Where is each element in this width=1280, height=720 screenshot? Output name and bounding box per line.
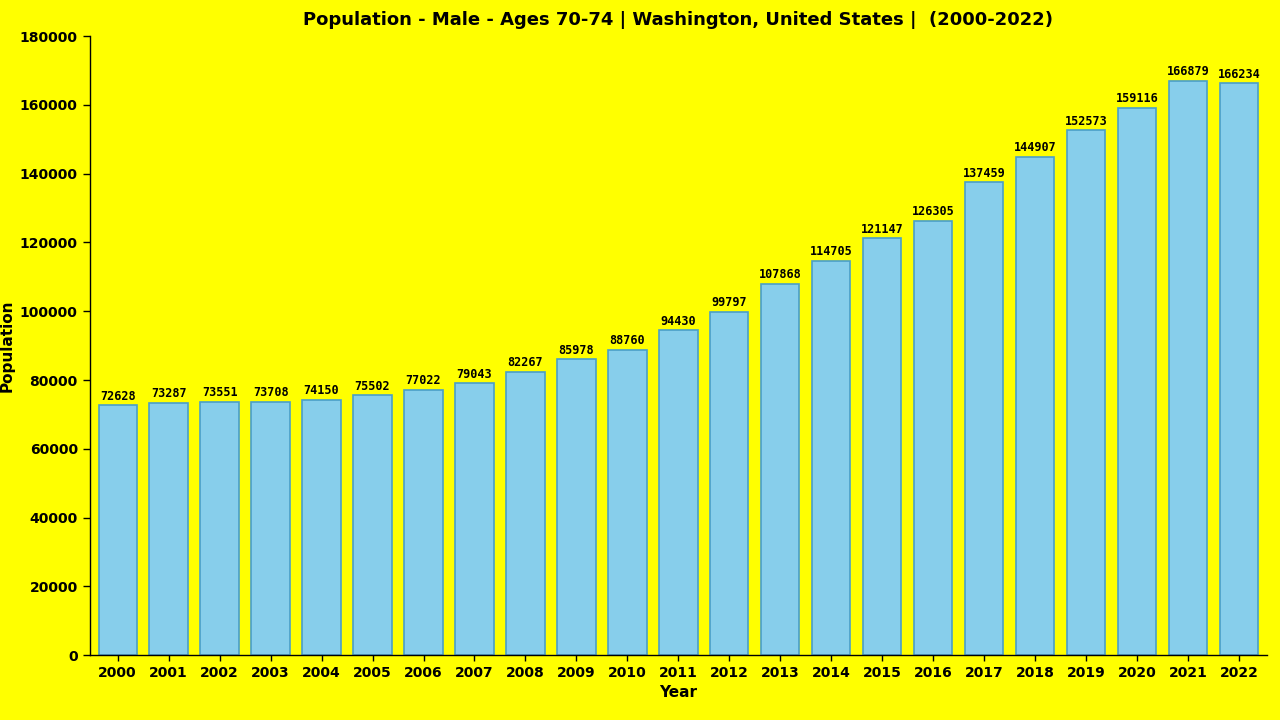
Bar [201, 402, 238, 655]
Text: 166234: 166234 [1217, 68, 1261, 81]
Text: 85978: 85978 [558, 343, 594, 356]
Title: Population - Male - Ages 70-74 | Washington, United States |  (2000-2022): Population - Male - Ages 70-74 | Washing… [303, 11, 1053, 29]
Bar [557, 359, 595, 655]
Text: 137459: 137459 [963, 166, 1006, 179]
Bar [659, 330, 698, 655]
Bar [608, 350, 646, 655]
Text: 88760: 88760 [609, 334, 645, 347]
Text: 114705: 114705 [810, 245, 852, 258]
Text: 74150: 74150 [303, 384, 339, 397]
Bar [1068, 130, 1106, 655]
Bar [1220, 84, 1258, 655]
Bar [99, 405, 137, 655]
Bar [1119, 108, 1156, 655]
Text: 73708: 73708 [252, 386, 288, 399]
Bar [762, 284, 800, 655]
Bar [251, 402, 289, 655]
Text: 159116: 159116 [1116, 92, 1158, 105]
Text: 94430: 94430 [660, 315, 696, 328]
Text: 82267: 82267 [508, 356, 543, 369]
Text: 79043: 79043 [457, 367, 493, 381]
Text: 73551: 73551 [202, 387, 237, 400]
Text: 75502: 75502 [355, 379, 390, 392]
Bar [710, 312, 749, 655]
Y-axis label: Population: Population [0, 300, 14, 392]
Bar [1169, 81, 1207, 655]
Bar [456, 383, 494, 655]
Text: 166879: 166879 [1167, 66, 1210, 78]
Bar [507, 372, 544, 655]
Bar [813, 261, 850, 655]
Text: 73287: 73287 [151, 387, 187, 400]
Bar [1016, 157, 1055, 655]
Text: 72628: 72628 [100, 390, 136, 402]
Text: 144907: 144907 [1014, 141, 1056, 154]
Text: 99797: 99797 [712, 296, 748, 309]
Text: 77022: 77022 [406, 374, 442, 387]
Text: 126305: 126305 [911, 205, 955, 218]
Bar [150, 403, 188, 655]
Bar [965, 182, 1004, 655]
Bar [914, 221, 952, 655]
Bar [302, 400, 340, 655]
Text: 107868: 107868 [759, 269, 801, 282]
X-axis label: Year: Year [659, 685, 698, 700]
Text: 152573: 152573 [1065, 114, 1107, 127]
Bar [353, 395, 392, 655]
Bar [863, 238, 901, 655]
Bar [404, 390, 443, 655]
Text: 121147: 121147 [861, 222, 904, 235]
